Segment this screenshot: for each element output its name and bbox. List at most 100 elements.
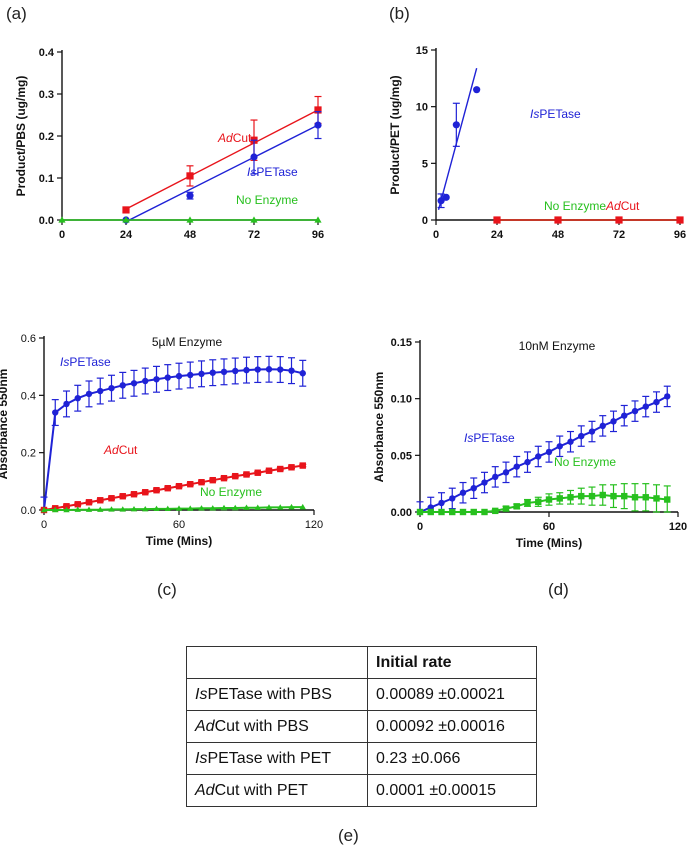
series-label-rest: Cut xyxy=(119,443,138,457)
table-cell-rate: 0.00092 ±0.00016 xyxy=(367,710,537,743)
data-point xyxy=(588,492,596,500)
table-row: IsPETase with PET 0.23 ±0.066 xyxy=(186,742,537,775)
data-point xyxy=(524,499,531,507)
sample-rest: Cut with PET xyxy=(214,781,308,799)
series-label: No Enzyme xyxy=(544,199,606,213)
table-header-initial-rate: Initial rate xyxy=(367,646,537,679)
series-label-rest: No Enzyme xyxy=(236,193,298,207)
data-point xyxy=(277,504,284,510)
table-cell-sample: IsPETase with PET xyxy=(186,742,368,775)
data-point xyxy=(186,192,194,200)
data-point xyxy=(142,377,149,385)
y-axis-label: Product/PBS (ug/mg) xyxy=(14,76,28,197)
y-tick-label: 0.00 xyxy=(391,507,412,519)
series-label-italic: Ad xyxy=(605,199,621,213)
x-tick-label: 72 xyxy=(248,229,260,240)
x-tick-label: 48 xyxy=(184,229,196,240)
series-line xyxy=(43,368,303,511)
data-point xyxy=(209,505,216,511)
data-point xyxy=(299,503,306,510)
y-tick-label: 0.4 xyxy=(21,390,36,402)
data-point xyxy=(119,506,126,512)
table-header-row: Initial rate xyxy=(186,646,537,679)
x-tick-label: 72 xyxy=(613,229,625,240)
sample-italic: Is xyxy=(195,685,208,703)
series-label: AdCut xyxy=(605,199,640,213)
series-label-italic: Ad xyxy=(217,131,233,145)
x-tick-label: 60 xyxy=(543,521,555,533)
data-point xyxy=(470,508,477,516)
table-row: IsPETase with PBS 0.00089 ±0.00021 xyxy=(186,678,537,711)
series-label: AdCut xyxy=(217,131,252,145)
data-point xyxy=(187,505,194,511)
data-point xyxy=(664,393,671,400)
data-point xyxy=(642,403,649,410)
x-tick-label: 0 xyxy=(417,521,423,533)
data-point xyxy=(438,508,445,516)
data-point xyxy=(175,372,183,380)
data-point xyxy=(621,412,628,419)
data-point xyxy=(198,370,205,378)
data-point xyxy=(108,495,115,502)
data-point xyxy=(58,216,66,223)
data-point xyxy=(299,462,306,469)
series-label-rest: No Enzyme xyxy=(544,199,606,213)
data-point xyxy=(74,395,81,402)
data-point xyxy=(427,508,434,516)
data-point xyxy=(416,508,424,516)
series-fit-line xyxy=(125,109,319,210)
data-point xyxy=(653,398,660,406)
data-point xyxy=(438,499,445,507)
data-point xyxy=(232,504,239,511)
series-label: IsPETase xyxy=(247,165,298,179)
sample-italic: Ad xyxy=(195,717,215,735)
data-point xyxy=(452,121,460,129)
series-label: IsPETase xyxy=(530,107,581,121)
y-tick-label: 0.1 xyxy=(39,173,54,185)
data-point xyxy=(481,508,488,516)
data-point xyxy=(142,505,149,512)
data-point xyxy=(314,121,322,129)
series-line xyxy=(43,464,303,511)
data-point xyxy=(615,216,623,224)
data-point xyxy=(442,193,450,201)
x-axis-label: Time (Mins) xyxy=(516,536,582,550)
table-cell-rate: 0.23 ±0.066 xyxy=(367,742,537,775)
panel-label-a: (a) xyxy=(6,4,27,23)
series-label-rest: No Enzyme xyxy=(200,485,262,499)
data-point xyxy=(473,86,481,94)
table-cell-rate: 0.0001 ±0.00015 xyxy=(367,774,537,807)
y-tick-label: 0.3 xyxy=(39,89,54,101)
data-point xyxy=(130,505,138,512)
data-point xyxy=(299,370,306,377)
data-point xyxy=(642,494,649,501)
data-point xyxy=(97,506,104,512)
data-point xyxy=(277,465,284,473)
x-tick-label: 120 xyxy=(305,519,323,531)
series-label-italic: Is xyxy=(530,107,539,121)
data-point xyxy=(599,422,606,430)
data-point xyxy=(119,493,126,500)
data-point xyxy=(153,376,160,383)
initial-rate-table: Initial rate IsPETase with PBS 0.00089 ±… xyxy=(186,646,537,807)
data-point xyxy=(122,216,130,223)
data-point xyxy=(97,387,104,395)
y-tick-label: 0.6 xyxy=(21,333,36,345)
data-point xyxy=(513,463,520,470)
data-point xyxy=(40,506,48,513)
data-point xyxy=(492,507,499,515)
data-point xyxy=(85,390,93,398)
series-label-rest: No Enzyme xyxy=(554,455,616,469)
data-point xyxy=(588,428,596,435)
x-axis-label: Time (Mins) xyxy=(146,534,212,548)
data-point xyxy=(449,495,456,502)
data-point xyxy=(599,491,606,499)
x-tick-label: 96 xyxy=(674,229,686,240)
table-cell-rate: 0.00089 ±0.00021 xyxy=(367,678,537,711)
data-point xyxy=(164,374,171,381)
y-tick-label: 0 xyxy=(422,215,428,227)
data-point xyxy=(578,492,585,500)
data-point xyxy=(232,367,239,375)
data-point xyxy=(187,481,194,488)
table-row: AdCut with PET 0.0001 ±0.00015 xyxy=(186,774,537,807)
